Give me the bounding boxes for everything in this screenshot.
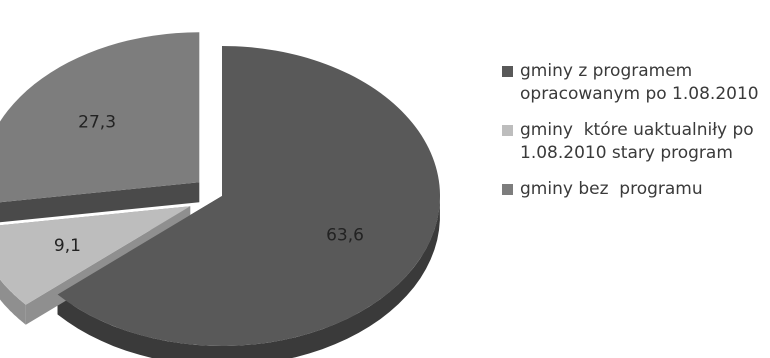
legend-label-0: gminy z programem opracowanym po 1.08.20… — [520, 61, 759, 104]
slice-2 — [0, 32, 200, 203]
data-label-0: 63,6 — [326, 226, 364, 246]
legend: gminy z programem opracowanym po 1.08.20… — [502, 60, 764, 214]
legend-swatch-2 — [502, 184, 513, 195]
legend-item-1: gminy które uaktualniły po 1.08.2010 sta… — [502, 119, 764, 165]
legend-item-2: gminy bez programu — [502, 178, 764, 201]
data-label-1: 9,1 — [54, 236, 81, 256]
legend-label-1: gminy które uaktualniły po 1.08.2010 sta… — [520, 120, 760, 163]
slice-wall-2-0 — [0, 182, 200, 223]
legend-swatch-0 — [502, 66, 513, 77]
slice-side-2 — [0, 182, 200, 223]
pie-plot: 63,6 9,1 27,3 — [0, 32, 441, 358]
slice-rim-1 — [0, 279, 26, 325]
legend-item-0: gminy z programem opracowanym po 1.08.20… — [502, 60, 764, 106]
slice-1 — [0, 206, 191, 305]
legend-swatch-1 — [502, 125, 513, 136]
legend-label-2: gminy bez programu — [520, 179, 703, 199]
slice-0 — [57, 46, 441, 346]
data-label-2: 27,3 — [78, 112, 116, 132]
